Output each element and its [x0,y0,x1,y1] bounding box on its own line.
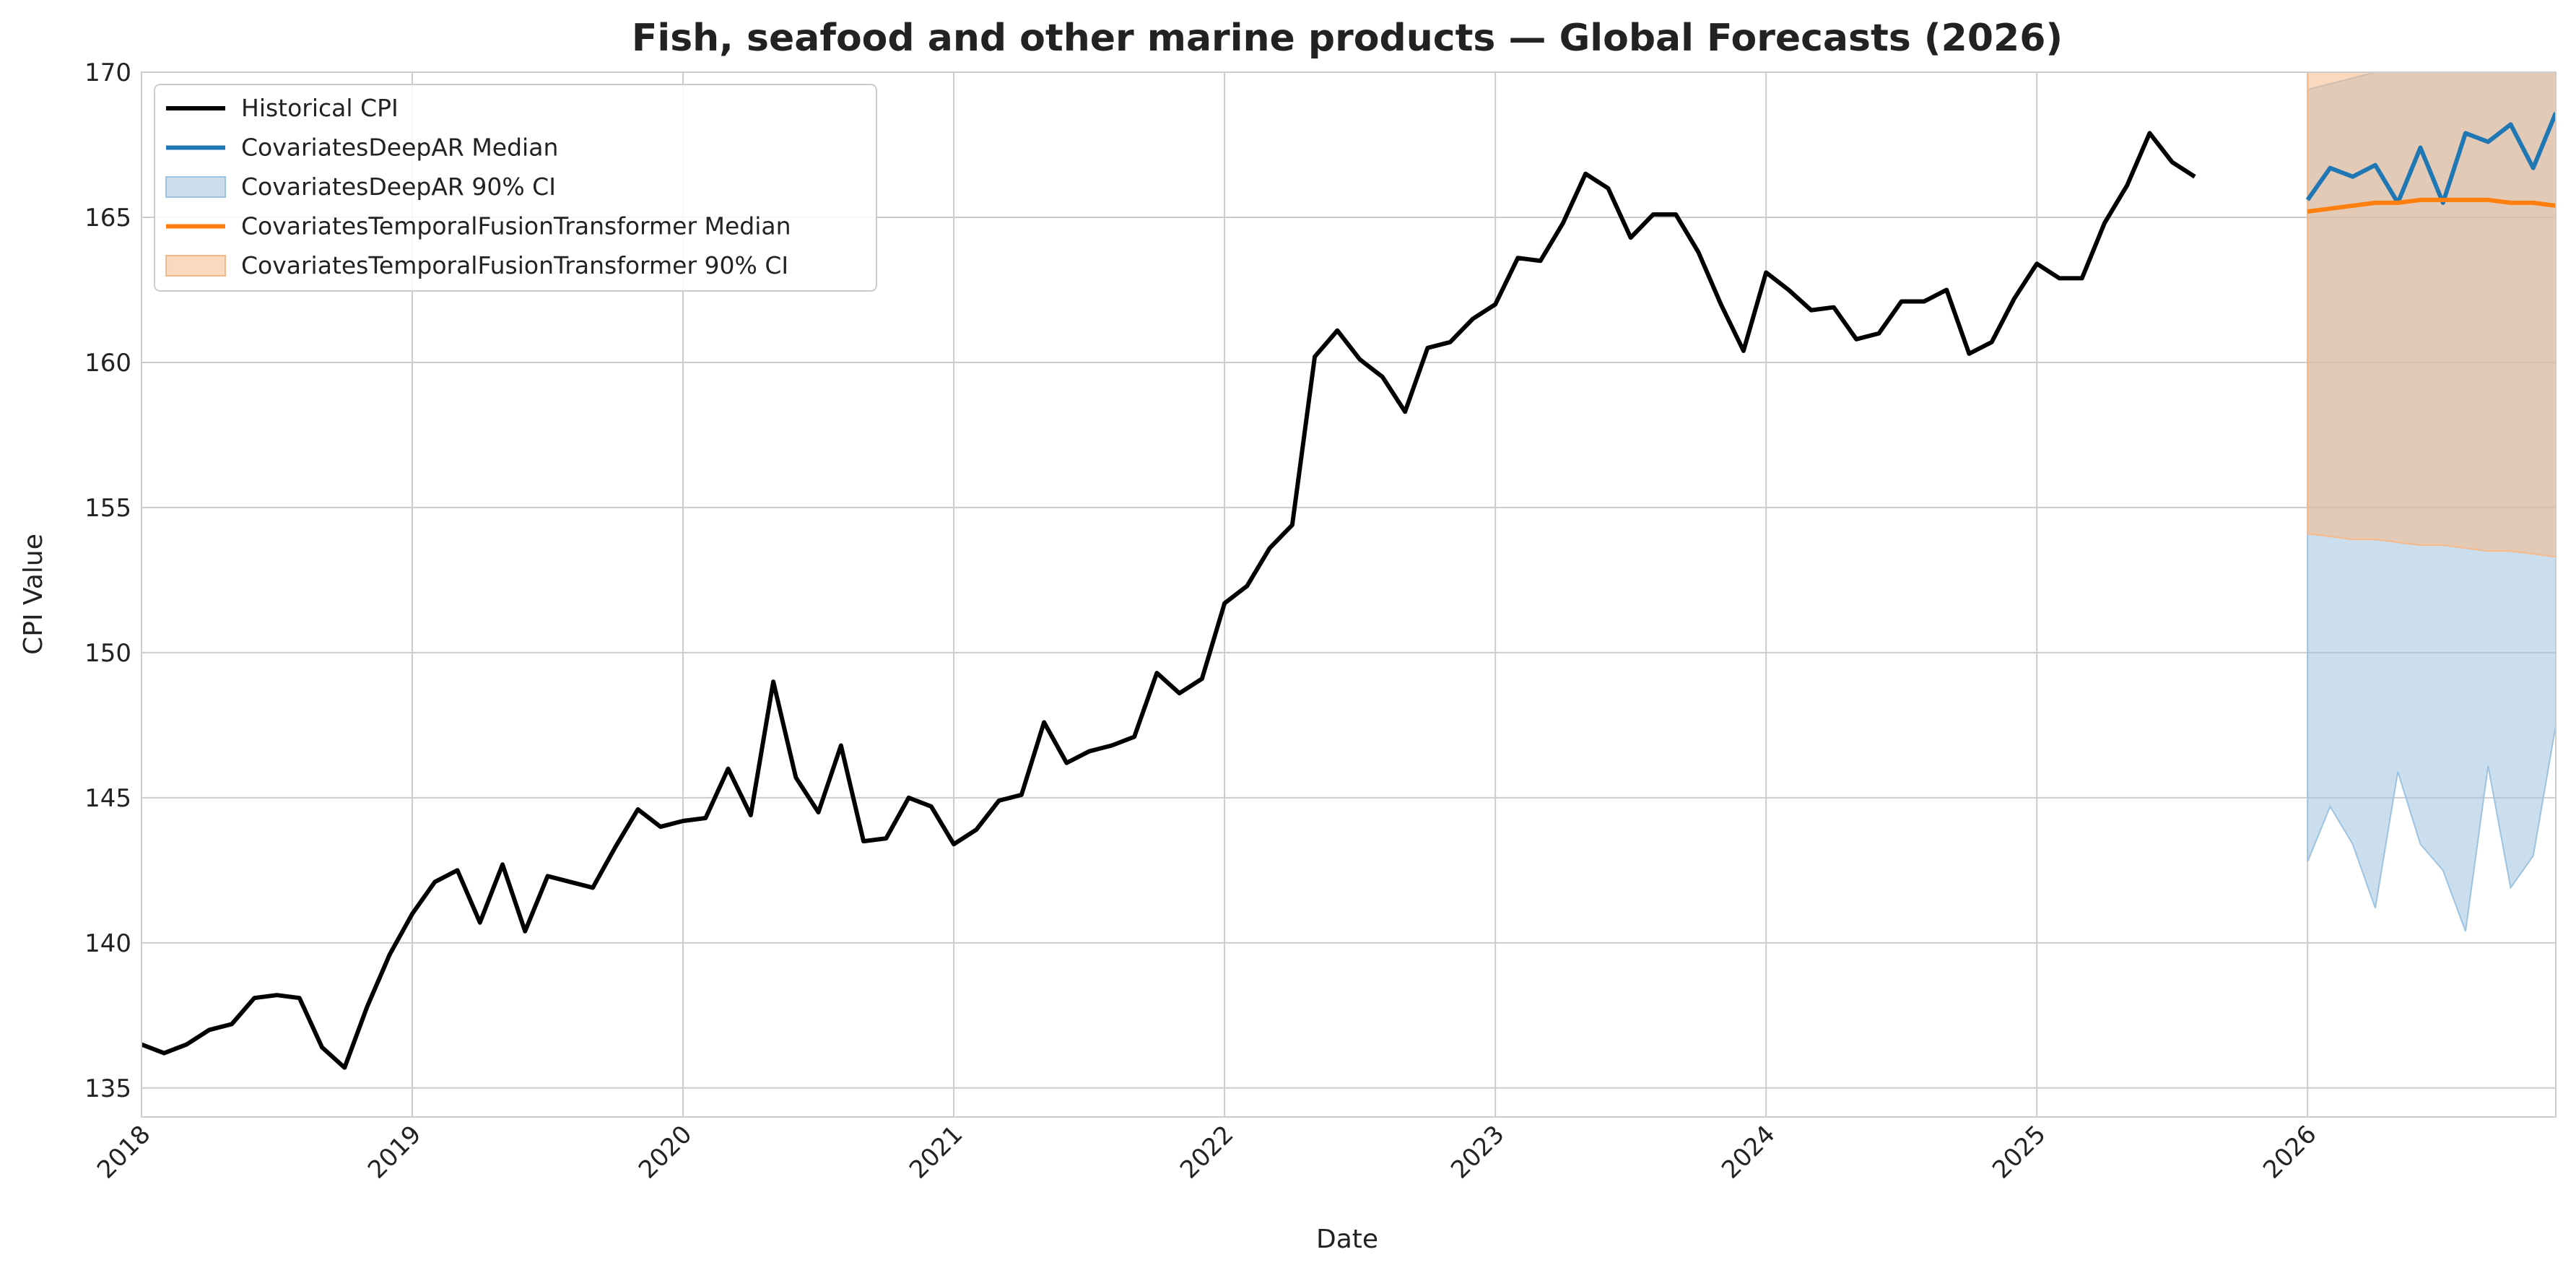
y-axis-ticks: 135 140 145 150 155 160 165 170 [84,58,131,1103]
legend-label: CovariatesTemporalFusionTransformer 90% … [241,251,788,279]
tft-ci-band [2307,72,2556,558]
x-tick-label: 2019 [362,1120,427,1184]
legend-label: Historical CPI [241,94,399,122]
y-tick-label: 155 [84,494,131,523]
legend-swatch-tft_ci [165,255,226,277]
plot-frame [141,71,2557,1118]
legend-swatch-deepar_ci [165,176,226,198]
legend-box [154,84,877,292]
x-tick-label: 2022 [1175,1120,1239,1184]
x-axis-ticks: 2018 2019 2020 2021 2022 2023 2024 2025 2026 [92,1120,2323,1184]
historical-cpi-line [142,131,2196,1070]
y-tick-label: 150 [84,639,131,668]
x-tick-label: 2024 [1716,1120,1780,1184]
x-tick-label: 2021 [904,1120,968,1184]
x-tick-label: 2025 [1987,1120,2051,1184]
y-tick-label: 140 [84,929,131,958]
legend-label: CovariatesDeepAR Median [241,134,558,162]
x-tick-label: 2020 [633,1120,697,1184]
x-tick-label: 2026 [2258,1120,2322,1184]
legend: Historical CPI CovariatesDeepAR Median Cov… [154,84,877,292]
y-tick-label: 160 [84,349,131,378]
series-lines [142,112,2556,1070]
x-axis-label: Date [1316,1225,1378,1254]
deepar-median-line [2305,112,2556,205]
legend-label: CovariatesDeepAR 90% CI [241,173,556,201]
y-tick-label: 135 [84,1074,131,1103]
y-axis-label: CPI Value [19,534,48,655]
x-tick-label: 2018 [92,1120,156,1184]
y-tick-label: 165 [84,204,131,232]
chart-title: Fish, seafood and other marine products … [632,17,2063,60]
confidence-bands [2307,72,2556,932]
y-tick-label: 145 [84,784,131,813]
x-tick-label: 2023 [1445,1120,1510,1184]
legend-label: CovariatesTemporalFusionTransformer Medi… [241,212,791,240]
tft-median-line [2307,197,2556,214]
y-tick-label: 170 [84,58,131,87]
